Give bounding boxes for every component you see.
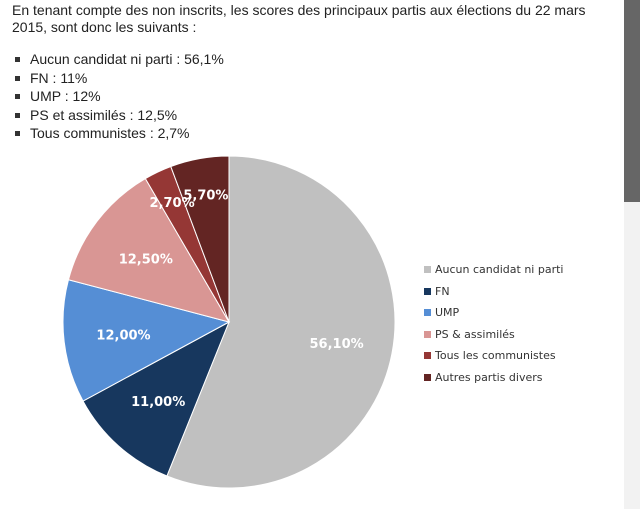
legend-entry: Tous les communistes: [424, 345, 563, 367]
legend-swatch: [424, 330, 431, 338]
score-list: Aucun candidat ni parti : 56,1% FN : 11%…: [14, 50, 224, 143]
list-item: Tous communistes : 2,7%: [14, 124, 224, 143]
list-item: Aucun candidat ni parti : 56,1%: [14, 50, 224, 69]
legend-swatch: [424, 266, 431, 274]
legend-label: Autres partis divers: [435, 370, 543, 384]
slice-value-label: 12,00%: [96, 329, 150, 344]
intro-text: En tenant compte des non inscrits, les s…: [12, 2, 586, 35]
list-item: PS et assimilés : 12,5%: [14, 106, 224, 125]
legend-entry: PS & assimilés: [424, 324, 563, 346]
pie-slice: [62, 279, 231, 402]
scrollbar-thumb[interactable]: [624, 0, 640, 202]
pie-slice: [166, 155, 396, 489]
legend-entry: UMP: [424, 302, 563, 324]
legend-swatch: [424, 373, 431, 381]
legend-entry: FN: [424, 281, 563, 303]
legend-label: FN: [435, 284, 450, 298]
legend-swatch: [424, 287, 431, 295]
legend-entry: Autres partis divers: [424, 367, 563, 389]
legend-entry: Aucun candidat ni parti: [424, 259, 563, 281]
chart-legend: Aucun candidat ni parti FN UMP PS & assimil…: [424, 259, 563, 388]
legend-label: Aucun candidat ni parti: [435, 263, 564, 277]
list-item: FN : 11%: [14, 69, 224, 88]
slice-value-label: 11,00%: [131, 395, 185, 410]
legend-swatch: [424, 309, 431, 317]
slice-value-label: 5,70%: [183, 189, 228, 204]
legend-swatch: [424, 352, 431, 360]
slice-value-label: 12,50%: [119, 253, 173, 268]
pie-slice: [170, 155, 230, 323]
legend-label: UMP: [435, 306, 460, 320]
slice-value-label: 56,10%: [310, 337, 364, 352]
pie-slice: [67, 177, 231, 323]
legend-label: PS & assimilés: [435, 327, 515, 341]
pie-slice: [82, 320, 230, 477]
slice-value-label: 2,70%: [150, 196, 195, 211]
list-item: UMP : 12%: [14, 87, 224, 106]
legend-label: Tous les communistes: [435, 349, 556, 363]
